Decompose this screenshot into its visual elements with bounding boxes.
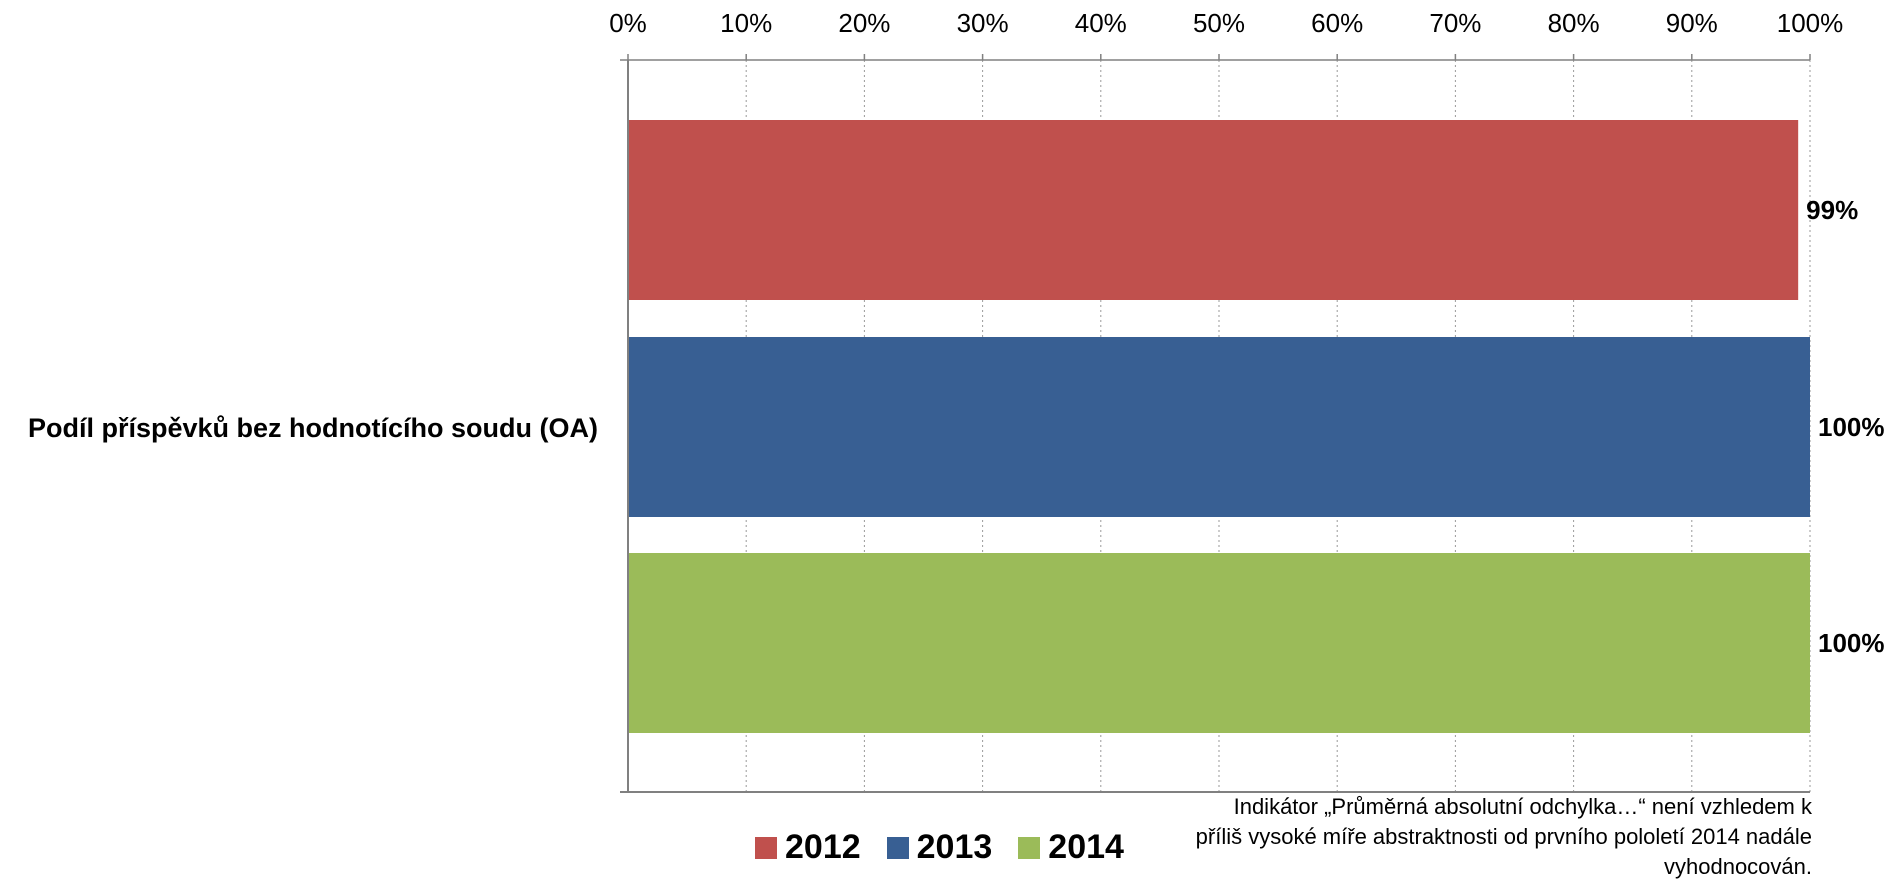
bar-2013 (628, 337, 1810, 517)
x-tick-label: 30% (957, 8, 1009, 38)
category-label: Podíl příspěvků bez hodnotícího soudu (O… (28, 413, 598, 443)
bar-2014 (628, 553, 1810, 733)
tick-labels: 0% 10% 20% 30% 40% 50% 60% 70% 80% 90% 100% (609, 8, 1843, 38)
bars (628, 120, 1810, 733)
bar-2012 (628, 120, 1799, 300)
x-tick-label: 10% (720, 8, 772, 38)
axes (620, 59, 1810, 793)
legend-label-2013: 2013 (916, 828, 993, 866)
legend-item-2014: 2014 (1018, 828, 1124, 867)
legend-label-2012: 2012 (785, 828, 861, 866)
legend-item-2012: 2012 (755, 828, 861, 867)
x-tick-label: 70% (1429, 8, 1481, 38)
x-tick-label: 40% (1075, 8, 1127, 38)
footnote: Indikátor „Průměrná absolutní odchylka…“… (1195, 794, 1812, 879)
legend-swatch-2013 (886, 836, 909, 859)
data-label-2013: 100% (1818, 412, 1885, 442)
x-tick-label: 80% (1548, 8, 1600, 38)
x-tick-label: 90% (1666, 8, 1718, 38)
x-tick-label: 100% (1777, 8, 1844, 38)
legend-swatch-2012 (755, 836, 777, 859)
x-tick-label: 60% (1311, 8, 1363, 38)
data-label-2014: 100% (1818, 628, 1885, 658)
x-tick-label: 0% (609, 8, 647, 38)
data-labels: 99% 100% 100% (1806, 195, 1884, 658)
data-label-2012: 99% (1806, 195, 1858, 225)
legend: 2012 2013 2014 (755, 828, 1150, 867)
x-tick-label: 20% (838, 8, 890, 38)
legend-swatch-2014 (1018, 836, 1041, 859)
x-tick-label: 50% (1193, 8, 1245, 38)
bar-chart: 0% 10% 20% 30% 40% 50% 60% 70% 80% 90% 100% 99% 100… (28, 8, 1885, 793)
legend-label-2014: 2014 (1048, 828, 1124, 866)
legend-item-2013: 2013 (886, 828, 993, 867)
